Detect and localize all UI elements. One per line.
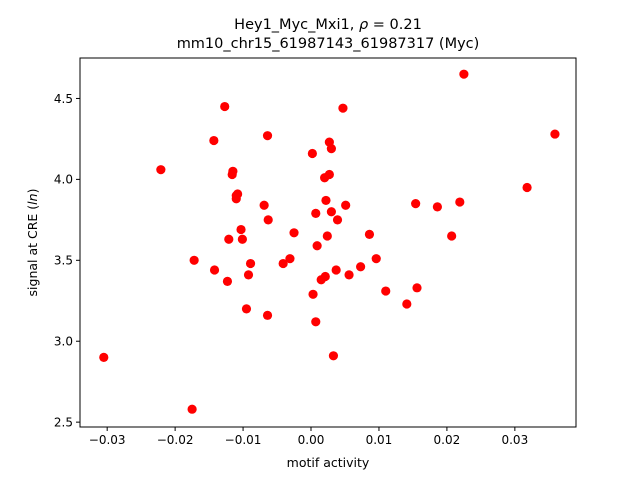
x-tick-label: 0.00 <box>298 433 325 447</box>
data-point <box>447 231 457 241</box>
data-point <box>322 231 332 241</box>
data-point <box>326 207 336 217</box>
data-point <box>209 265 220 275</box>
data-point <box>233 189 243 199</box>
y-axis-ticks: 2.5 3.0 3.5 4.0 4.5 <box>54 92 80 429</box>
data-point <box>307 148 317 159</box>
data-point <box>220 101 230 112</box>
data-point <box>308 289 318 299</box>
data-point <box>187 404 197 414</box>
data-point <box>455 197 465 207</box>
data-point <box>278 258 288 269</box>
data-point <box>245 258 256 269</box>
chart-title-line1: Hey1_Myc_Mxi1, ρ = 0.21 <box>234 17 422 33</box>
data-point <box>320 271 330 282</box>
y-axis-label-italic: ln <box>25 193 40 204</box>
x-tick-label: −0.02 <box>157 433 194 447</box>
x-tick-label: 0.03 <box>501 433 528 447</box>
x-axis-label: motif activity <box>287 455 370 470</box>
data-point <box>285 254 295 264</box>
data-point <box>326 144 336 154</box>
data-point <box>259 200 269 210</box>
data-point <box>344 270 354 280</box>
data-point <box>224 234 234 244</box>
y-axis-label-prefix: signal at CRE ( <box>25 205 40 297</box>
data-point <box>99 352 109 363</box>
data-points <box>99 69 560 414</box>
data-point <box>289 228 299 238</box>
data-point <box>321 195 331 206</box>
x-tick-label: 0.02 <box>434 433 461 447</box>
data-point <box>262 310 273 320</box>
x-tick-label: 0.01 <box>366 433 393 447</box>
y-axis-label: signal at CRE (ln) <box>25 189 40 297</box>
data-point <box>312 241 322 251</box>
data-point <box>381 286 391 296</box>
y-tick-label: 3.0 <box>54 335 73 349</box>
chart-title-rho: ρ <box>359 17 369 33</box>
data-point <box>236 224 246 235</box>
data-point <box>237 234 247 244</box>
chart-title-prefix: Hey1_Myc_Mxi1, <box>234 17 359 33</box>
data-point <box>209 135 219 146</box>
data-point <box>364 229 375 240</box>
data-point <box>328 351 339 361</box>
data-point <box>550 129 560 139</box>
data-point <box>341 200 351 210</box>
x-tick-label: −0.03 <box>89 433 126 447</box>
data-point <box>243 270 254 280</box>
data-point <box>189 255 199 265</box>
plot-area-frame <box>79 57 577 428</box>
y-tick-label: 4.5 <box>54 92 73 106</box>
data-point <box>263 215 273 225</box>
chart-title-suffix: = 0.21 <box>368 17 422 33</box>
data-point <box>459 69 469 79</box>
data-point <box>402 299 412 309</box>
chart-title-line2: mm10_chr15_61987143_61987317 (Myc) <box>177 36 480 52</box>
data-point <box>311 317 321 327</box>
data-point <box>412 283 422 293</box>
data-point <box>156 165 166 175</box>
data-point <box>241 304 252 314</box>
data-point <box>228 166 238 176</box>
data-point <box>522 182 532 193</box>
data-point <box>324 169 334 180</box>
data-point <box>331 265 341 275</box>
data-point <box>332 215 343 225</box>
y-axis-label-suffix: ) <box>25 189 40 194</box>
y-tick-label: 3.5 <box>54 254 73 268</box>
data-point <box>311 208 321 218</box>
y-tick-label: 4.0 <box>54 173 73 187</box>
y-tick-label: 2.5 <box>54 415 73 429</box>
data-point <box>356 262 366 272</box>
x-axis-ticks: −0.03 −0.02 −0.01 0.00 0.01 0.02 0.03 <box>89 427 528 447</box>
data-point <box>432 202 442 212</box>
data-point <box>411 199 421 209</box>
data-point <box>371 254 381 264</box>
data-point <box>222 276 233 286</box>
data-point <box>262 131 273 141</box>
data-point <box>338 103 348 113</box>
x-tick-label: −0.01 <box>225 433 262 447</box>
